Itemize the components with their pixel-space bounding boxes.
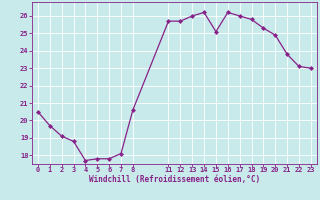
X-axis label: Windchill (Refroidissement éolien,°C): Windchill (Refroidissement éolien,°C) — [89, 175, 260, 184]
